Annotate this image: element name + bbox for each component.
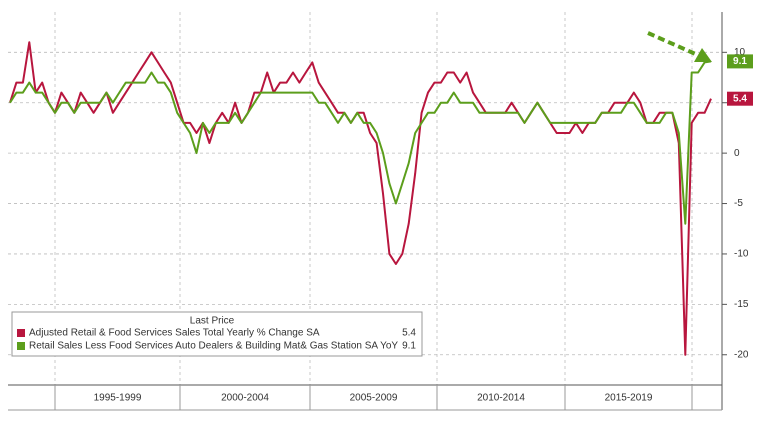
legend: Last Price bbox=[11, 311, 423, 357]
y-tick-label: -15 bbox=[734, 299, 749, 310]
legend-title: Last Price bbox=[190, 316, 235, 327]
series-line bbox=[9, 60, 712, 225]
last-price-label: 5.4 bbox=[733, 93, 747, 104]
y-tick-label: -20 bbox=[734, 349, 749, 360]
legend-value: 5.4 bbox=[402, 328, 416, 339]
x-tick-label: 2000-2004 bbox=[221, 393, 269, 404]
x-tick-label: 2010-2014 bbox=[477, 393, 525, 404]
arrow-head bbox=[694, 48, 712, 62]
y-tick-label: 10 bbox=[734, 47, 746, 58]
annotation-arrow bbox=[647, 31, 712, 62]
lines bbox=[9, 41, 712, 356]
legend-label: Retail Sales Less Food Services Auto Dea… bbox=[29, 341, 398, 352]
y-tick-label: -5 bbox=[734, 198, 743, 209]
legend-swatch bbox=[17, 342, 25, 350]
legend-label: Adjusted Retail & Food Services Sales To… bbox=[29, 328, 320, 339]
legend-value: 9.1 bbox=[402, 341, 416, 352]
legend-swatch bbox=[17, 329, 25, 337]
arrow-shaft bbox=[647, 31, 701, 58]
x-tick-label: 2005-2009 bbox=[350, 393, 398, 404]
x-tick-label: 2015-2019 bbox=[605, 393, 653, 404]
y-tick-label: 0 bbox=[734, 148, 740, 159]
last-price-tag bbox=[727, 54, 753, 69]
last-price-tag bbox=[727, 91, 753, 106]
y-tick-label: -10 bbox=[734, 249, 749, 260]
legend-box bbox=[11, 311, 423, 357]
x-tick-label: 1995-1999 bbox=[94, 393, 142, 404]
last-price-label: 9.1 bbox=[733, 56, 747, 67]
